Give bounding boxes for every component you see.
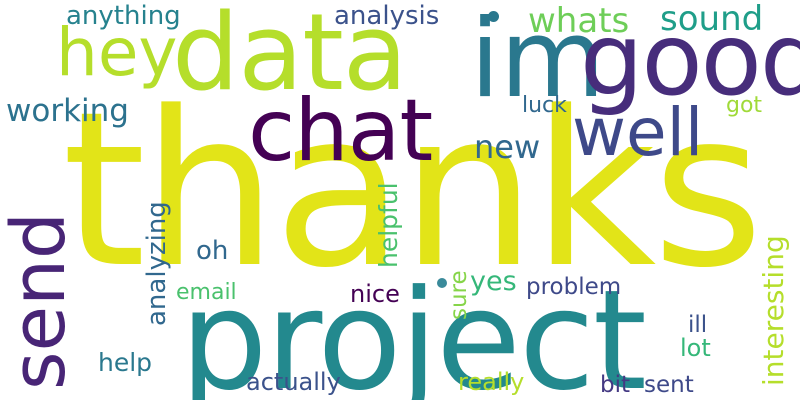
- word-working: working: [6, 93, 129, 129]
- word-sound: sound: [660, 0, 764, 39]
- word-chat: chat: [248, 81, 433, 181]
- word-sent: sent: [644, 372, 694, 398]
- word-send: send: [0, 212, 82, 390]
- word-analysis: analysis: [334, 1, 440, 31]
- word-oh: oh: [196, 236, 229, 266]
- word-new: new: [474, 128, 541, 166]
- word-well: well: [572, 94, 704, 171]
- word-data: data: [172, 0, 408, 114]
- word-interesting: interesting: [757, 235, 790, 386]
- word-yes: yes: [470, 266, 517, 297]
- word-sure: sure: [446, 270, 472, 320]
- word-im: im: [470, 0, 606, 122]
- word-hey: hey: [56, 14, 178, 91]
- word-analyzing: analyzing: [142, 201, 172, 326]
- word-problem: problem: [526, 274, 622, 300]
- word-email: email: [176, 280, 237, 305]
- word-good: good: [580, 1, 800, 118]
- word-project: project: [180, 260, 647, 400]
- word-bit: bit: [600, 372, 631, 398]
- word-help: help: [98, 348, 153, 377]
- word-anything: anything: [66, 1, 181, 31]
- word-helpful: helpful: [374, 182, 403, 268]
- word-luck: luck: [522, 93, 567, 118]
- word-lot: lot: [680, 334, 711, 362]
- word-actually: actually: [246, 368, 341, 396]
- word-whats: whats: [528, 1, 630, 41]
- word-really: really: [458, 368, 525, 396]
- word-got: got: [726, 93, 763, 118]
- word-nice: nice: [350, 280, 400, 308]
- dot-top: [488, 11, 499, 22]
- dot-middle: [437, 278, 447, 288]
- word-ill: ill: [688, 312, 708, 338]
- word-thanks: thanks: [62, 66, 764, 315]
